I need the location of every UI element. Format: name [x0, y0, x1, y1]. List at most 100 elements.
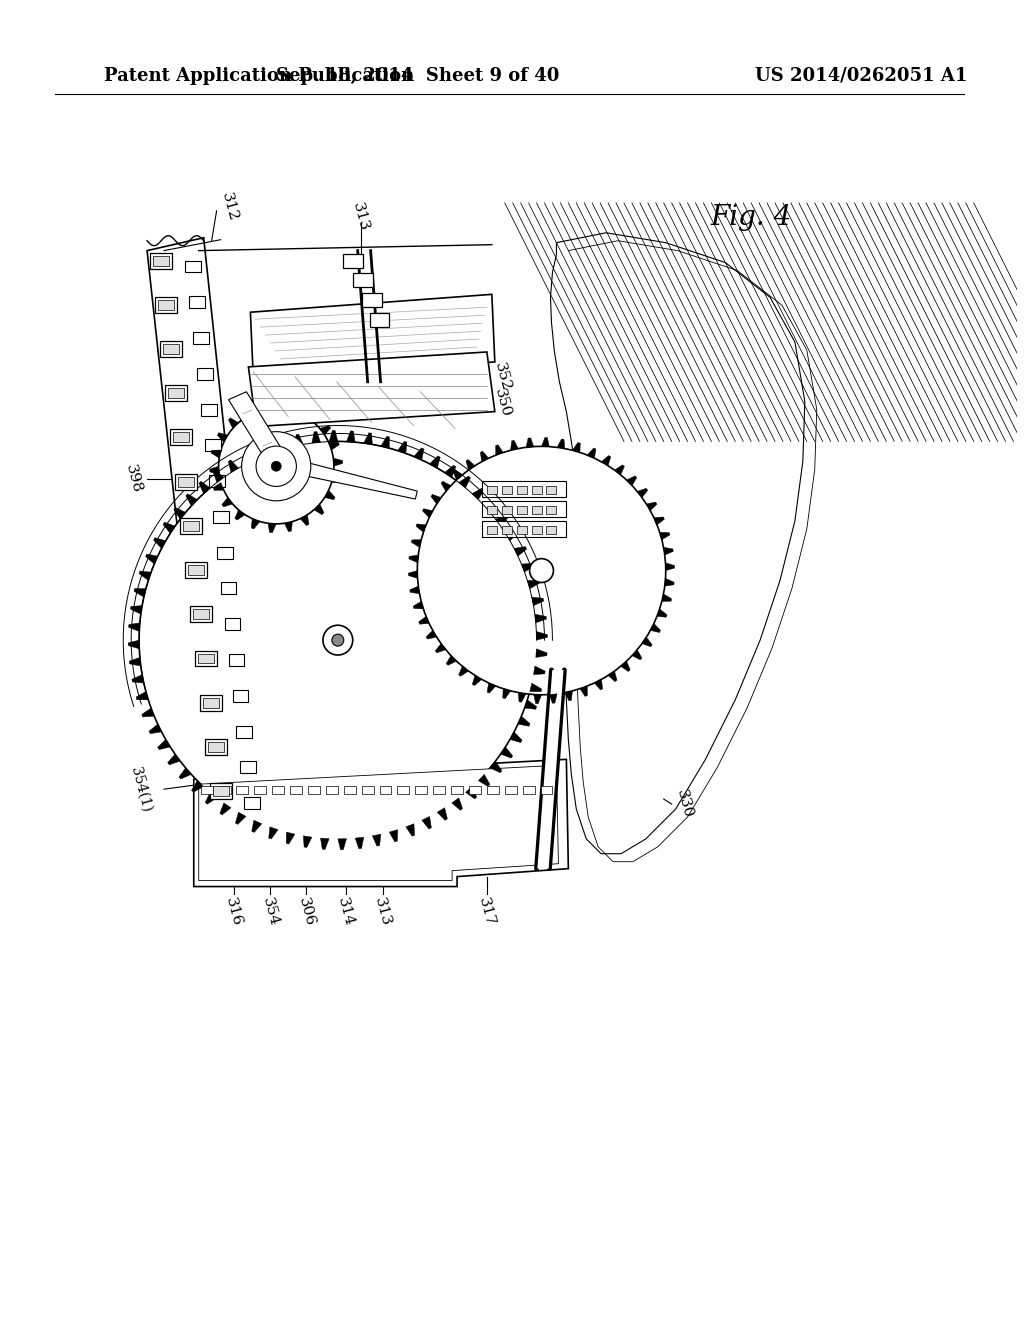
Polygon shape: [185, 494, 198, 506]
Bar: [197, 368, 213, 380]
Text: 398: 398: [123, 463, 144, 495]
Polygon shape: [373, 834, 381, 846]
Polygon shape: [129, 657, 141, 667]
Polygon shape: [642, 638, 652, 647]
Polygon shape: [527, 581, 540, 589]
Polygon shape: [191, 780, 204, 792]
Polygon shape: [199, 482, 210, 494]
Polygon shape: [542, 437, 549, 446]
Polygon shape: [303, 836, 312, 847]
Polygon shape: [346, 430, 355, 442]
Bar: [189, 606, 212, 622]
Polygon shape: [534, 694, 542, 704]
Polygon shape: [410, 586, 420, 594]
Polygon shape: [228, 392, 286, 465]
Polygon shape: [580, 686, 588, 697]
Bar: [486, 787, 499, 795]
Bar: [547, 506, 556, 513]
Polygon shape: [244, 407, 252, 417]
Polygon shape: [194, 759, 568, 887]
Polygon shape: [381, 437, 389, 449]
Polygon shape: [524, 700, 537, 709]
Polygon shape: [526, 438, 534, 447]
Circle shape: [218, 409, 334, 524]
Bar: [308, 787, 319, 795]
Polygon shape: [260, 401, 268, 411]
Polygon shape: [452, 797, 463, 810]
Text: 352: 352: [492, 360, 513, 392]
Polygon shape: [414, 447, 424, 461]
Polygon shape: [551, 232, 805, 854]
Text: 330: 330: [674, 788, 694, 820]
Polygon shape: [234, 510, 245, 520]
Polygon shape: [646, 502, 657, 511]
Polygon shape: [268, 523, 276, 533]
Polygon shape: [416, 524, 426, 532]
Text: 317: 317: [476, 896, 498, 928]
Polygon shape: [220, 803, 231, 814]
Polygon shape: [426, 631, 436, 639]
Polygon shape: [329, 430, 338, 442]
Text: 340: 340: [606, 561, 627, 593]
Circle shape: [242, 432, 311, 500]
Polygon shape: [632, 649, 642, 660]
Text: Patent Application Publication: Patent Application Publication: [104, 67, 415, 84]
Polygon shape: [333, 458, 343, 466]
Polygon shape: [154, 537, 166, 548]
Circle shape: [418, 446, 666, 694]
Polygon shape: [601, 455, 610, 466]
Polygon shape: [141, 708, 155, 717]
Polygon shape: [249, 352, 495, 426]
Polygon shape: [279, 438, 287, 450]
Polygon shape: [496, 515, 508, 527]
Polygon shape: [441, 482, 451, 491]
Bar: [482, 502, 566, 517]
Polygon shape: [179, 768, 191, 779]
Text: 312: 312: [218, 191, 240, 223]
Polygon shape: [430, 455, 440, 469]
Polygon shape: [355, 837, 364, 849]
Polygon shape: [608, 671, 617, 681]
Polygon shape: [534, 667, 545, 675]
Text: 313: 313: [372, 896, 393, 928]
Polygon shape: [205, 792, 217, 804]
Bar: [505, 787, 517, 795]
Bar: [370, 313, 389, 327]
Polygon shape: [472, 676, 481, 685]
Polygon shape: [511, 441, 518, 450]
Bar: [168, 388, 184, 399]
Bar: [469, 787, 481, 795]
Bar: [397, 787, 410, 795]
Polygon shape: [453, 470, 463, 480]
Bar: [218, 787, 230, 795]
Polygon shape: [321, 838, 329, 849]
Bar: [531, 486, 542, 494]
Bar: [183, 521, 199, 531]
Polygon shape: [312, 432, 321, 444]
Bar: [482, 482, 566, 498]
Polygon shape: [338, 838, 346, 850]
Polygon shape: [134, 589, 145, 597]
Polygon shape: [139, 572, 152, 581]
Bar: [180, 517, 202, 533]
Bar: [486, 486, 497, 494]
Text: 354(1): 354(1): [129, 766, 154, 813]
Bar: [452, 787, 463, 795]
Bar: [187, 565, 204, 576]
Polygon shape: [459, 477, 470, 488]
Polygon shape: [549, 694, 557, 704]
Bar: [163, 345, 179, 354]
Polygon shape: [130, 606, 142, 614]
Bar: [237, 726, 252, 738]
Bar: [344, 787, 355, 795]
Polygon shape: [287, 832, 295, 843]
Bar: [175, 474, 197, 490]
Bar: [205, 440, 220, 451]
Text: 350: 350: [492, 387, 513, 418]
Polygon shape: [252, 820, 262, 833]
Polygon shape: [307, 412, 317, 422]
Bar: [224, 618, 241, 630]
Polygon shape: [431, 495, 441, 504]
Bar: [486, 525, 497, 533]
Polygon shape: [261, 444, 270, 457]
